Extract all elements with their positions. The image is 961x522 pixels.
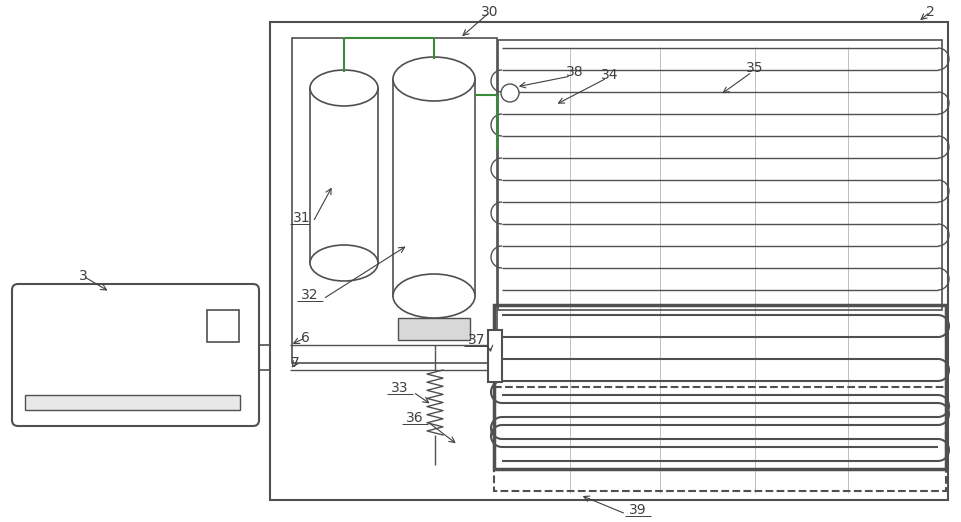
Text: 2: 2: [925, 5, 934, 19]
Ellipse shape: [393, 57, 475, 101]
Text: 3: 3: [79, 269, 87, 283]
FancyBboxPatch shape: [25, 395, 240, 410]
Ellipse shape: [310, 245, 378, 281]
Text: 38: 38: [566, 65, 584, 79]
FancyBboxPatch shape: [270, 22, 948, 500]
FancyBboxPatch shape: [393, 79, 475, 296]
FancyBboxPatch shape: [488, 330, 502, 382]
Text: 30: 30: [481, 5, 499, 19]
Text: 35: 35: [747, 61, 764, 75]
Text: 34: 34: [602, 68, 619, 82]
Text: 39: 39: [629, 503, 647, 517]
Circle shape: [501, 84, 519, 102]
Text: 31: 31: [293, 211, 310, 225]
FancyBboxPatch shape: [207, 310, 239, 342]
FancyBboxPatch shape: [398, 318, 470, 340]
FancyBboxPatch shape: [292, 38, 497, 363]
Text: 32: 32: [301, 288, 319, 302]
FancyBboxPatch shape: [12, 284, 259, 426]
Text: 37: 37: [468, 333, 485, 347]
Text: 7: 7: [290, 356, 300, 370]
Text: 6: 6: [301, 331, 309, 345]
FancyBboxPatch shape: [310, 88, 378, 263]
Ellipse shape: [393, 274, 475, 318]
Text: 33: 33: [391, 381, 408, 395]
Text: 36: 36: [407, 411, 424, 425]
Ellipse shape: [310, 70, 378, 106]
